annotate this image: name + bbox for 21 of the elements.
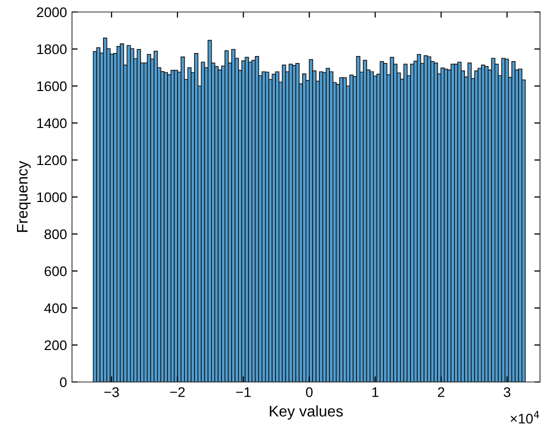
- x-tick-label: 2: [438, 387, 444, 397]
- y-tick-label: 600: [44, 266, 67, 276]
- x-tick-label: 0: [306, 387, 313, 398]
- y-tick-label: 2000: [36, 7, 67, 18]
- y-tick-label: 400: [44, 303, 67, 314]
- y-tick-label: 1600: [37, 81, 67, 92]
- x-tick-label: −1: [236, 387, 251, 397]
- y-tick-label: 1000: [37, 192, 67, 202]
- x-tick-label: −2: [170, 387, 185, 397]
- y-tick-label: 0: [60, 377, 67, 388]
- text: ×10$^{4}$: [510, 411, 540, 424]
- y-tick-label: 200: [44, 340, 67, 350]
- x-tick-label: 1: [372, 387, 378, 397]
- x-axis-title: Key values: [270, 405, 343, 420]
- y-tick-label: 1400: [37, 118, 67, 128]
- y-tick-label: 1800: [37, 44, 67, 54]
- y-tick-label: 800: [44, 229, 67, 240]
- y-tick-label: 1200: [37, 155, 67, 166]
- x-tick-label: 3: [504, 387, 510, 398]
- y-axis-title: Frequency: [17, 160, 31, 232]
- x-tick-label: −3: [104, 387, 119, 398]
